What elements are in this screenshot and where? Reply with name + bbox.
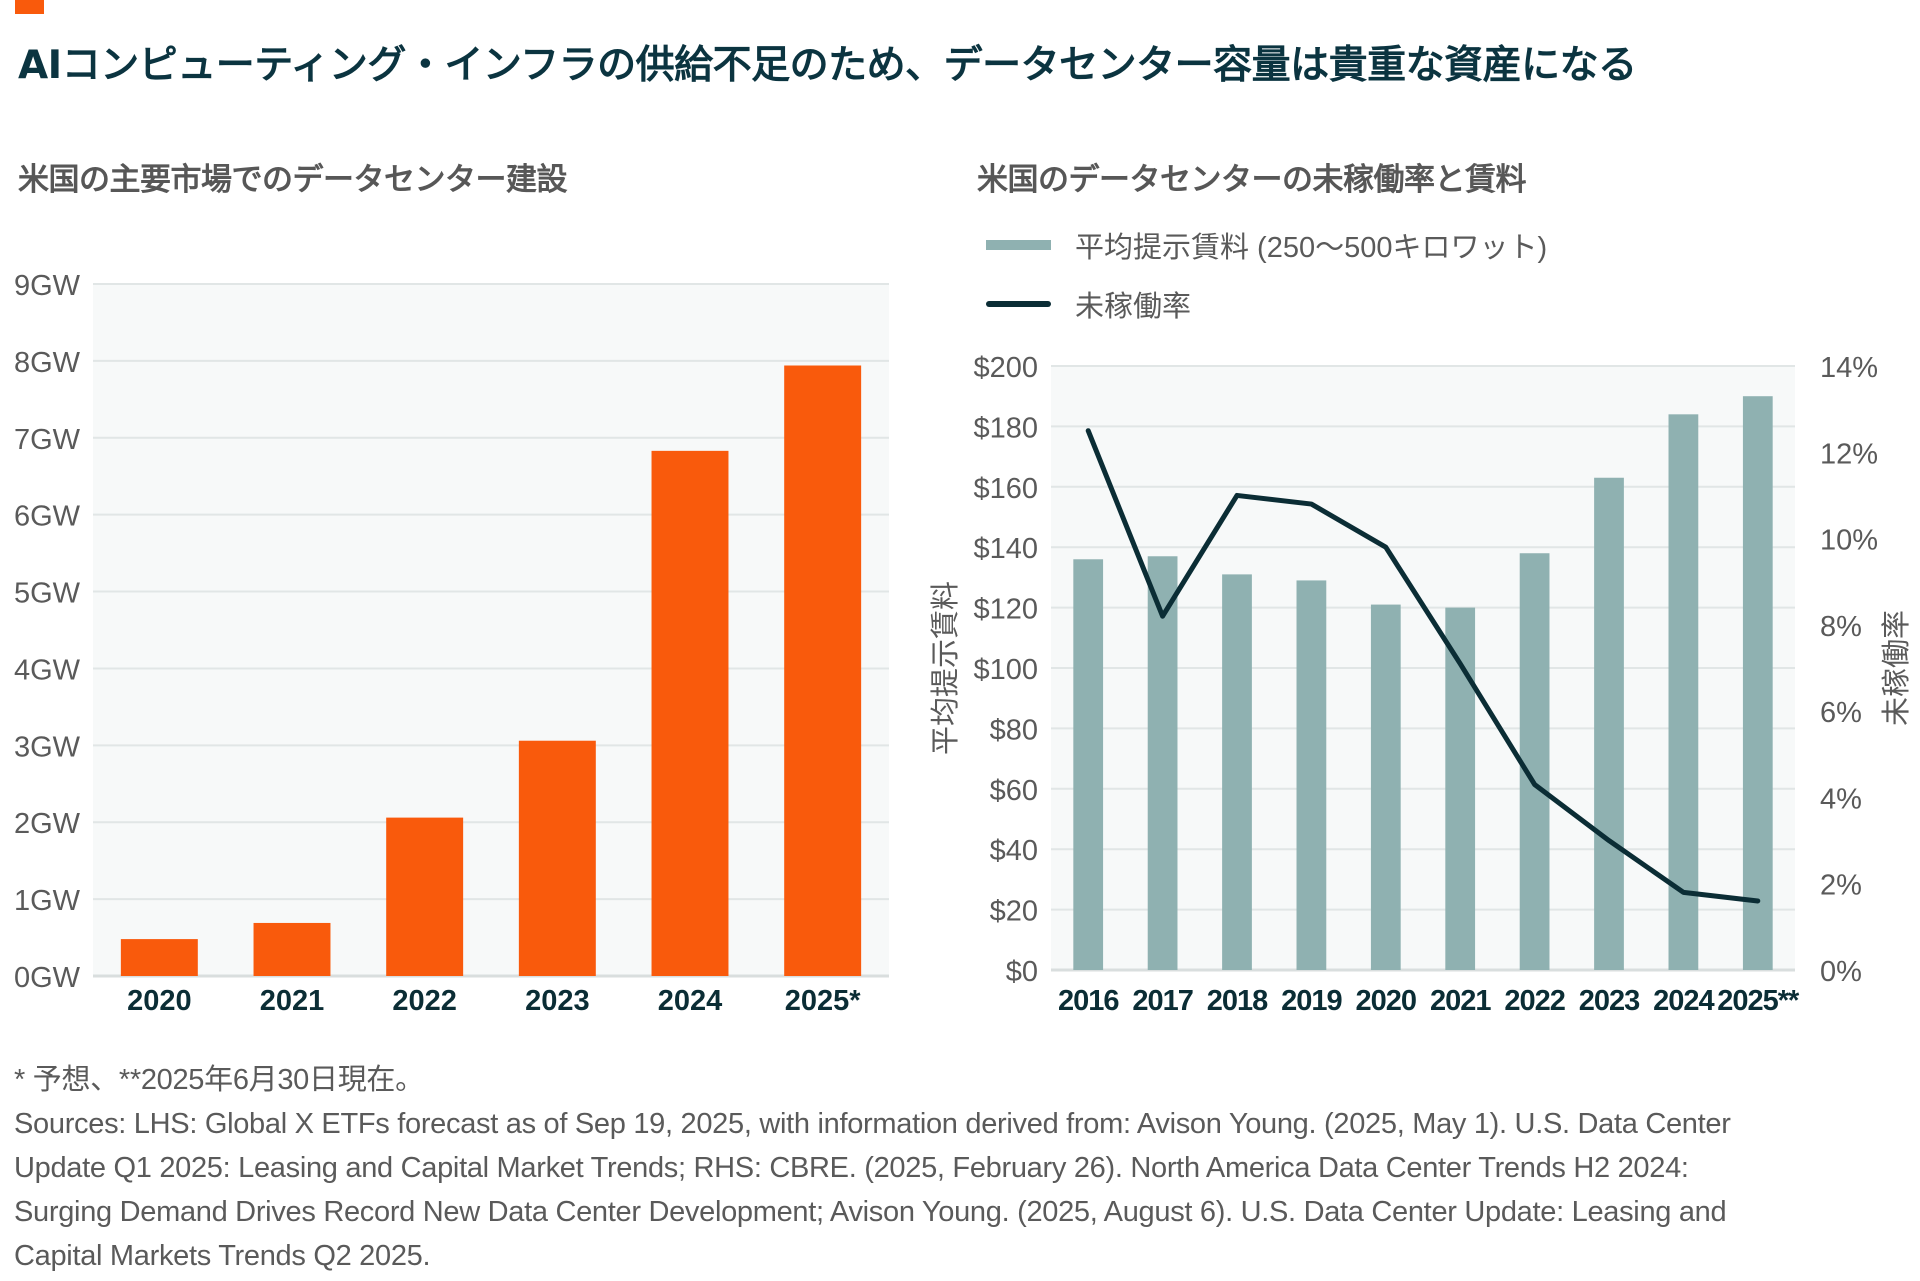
y-left-tick-label: $100: [973, 654, 1038, 686]
bar: [386, 817, 464, 976]
y-left-tick-label: $60: [990, 775, 1038, 807]
y-tick-label: 1GW: [14, 885, 81, 917]
y-left-tick-label: $40: [990, 835, 1038, 867]
y-left-tick-label: $0: [1006, 956, 1038, 988]
bar: [518, 740, 596, 976]
bar: [1222, 574, 1252, 970]
y-tick-label: 2GW: [14, 808, 81, 840]
x-tick-label: 2024: [658, 985, 723, 1017]
y-tick-label: 0GW: [14, 962, 81, 994]
plot-background: [93, 284, 889, 976]
vacancy-line: [1085, 428, 1761, 904]
y-left-tick-label: $180: [973, 412, 1038, 444]
x-tick-label: 2018: [1207, 985, 1268, 1017]
y-right-tick-label: 4%: [1820, 783, 1862, 815]
y-right-tick-label: 8%: [1820, 611, 1862, 643]
bar: [651, 450, 729, 976]
y-right-tick-label: 10%: [1820, 525, 1878, 557]
x-tick-label: 2020: [1356, 985, 1417, 1017]
y-left-tick-label: $140: [973, 533, 1038, 565]
accent-square: [15, 0, 44, 14]
bar: [253, 922, 331, 976]
y-left-axis-title: 平均提示賃料: [929, 581, 962, 755]
legend-label-rent: 平均提示賃料 (250～500キロワット): [1075, 232, 1548, 264]
x-tick-label: 2021: [1430, 985, 1491, 1017]
x-tick-label: 2025**: [1717, 985, 1800, 1017]
x-tick-label: 2020: [127, 985, 192, 1017]
bar: [1519, 553, 1550, 970]
footnote-source-line: Capital Markets Trends Q2 2025.: [14, 1240, 431, 1272]
legend-swatch-rent: [986, 240, 1051, 250]
y-right-tick-label: 14%: [1820, 352, 1878, 384]
footnote-note: * 予想、**2025年6月30日現在。: [14, 1064, 424, 1096]
y-tick-label: 7GW: [14, 424, 81, 456]
y-left-tick-label: $160: [973, 473, 1038, 505]
footnote-source-line: Update Q1 2025: Leasing and Capital Mark…: [14, 1152, 1689, 1184]
y-tick-label: 6GW: [14, 501, 81, 533]
x-tick-label: 2016: [1058, 985, 1119, 1017]
bar: [1594, 477, 1624, 970]
x-tick-label: 2019: [1281, 985, 1342, 1017]
bar: [1742, 396, 1773, 970]
bar: [1073, 559, 1104, 970]
y-tick-label: 4GW: [14, 654, 81, 686]
legend-item-vacancy: 未稼働率: [986, 283, 1191, 325]
y-right-tick-label: 12%: [1820, 438, 1878, 470]
footnote-source-line: Sources: LHS: Global X ETFs forecast as …: [14, 1108, 1731, 1140]
footnotes: * 予想、**2025年6月30日現在。 Sources: LHS: Globa…: [14, 1058, 1904, 1278]
page-title: AIコンピューティング・インフラの供給不足のため、データセンター容量は貴重な資産…: [18, 43, 1637, 88]
x-tick-label: 2025*: [785, 985, 862, 1017]
legend-label-vacancy: 未稼働率: [1075, 291, 1192, 323]
left-chart: 0GW 1GW 2GW 3GW 4GW 5GW 6GW 7GW 8GW 9GW 2020 2021 20…: [14, 270, 889, 1017]
y-left-tick-label: $80: [990, 714, 1038, 746]
y-right-tick-label: 2%: [1820, 870, 1862, 902]
y-left-tick-label: $20: [990, 896, 1038, 928]
y-right-tick-label: 0%: [1820, 956, 1862, 988]
bar: [1296, 580, 1327, 970]
y-tick-label: 9GW: [14, 270, 81, 302]
y-tick-label: 8GW: [14, 347, 81, 379]
bar: [120, 939, 198, 976]
y-right-tick-label: 6%: [1820, 697, 1862, 729]
x-tick-label: 2017: [1132, 985, 1193, 1017]
x-tick-label: 2022: [392, 985, 457, 1017]
y-left-tick-label: $120: [973, 594, 1038, 626]
bar: [1147, 556, 1178, 970]
x-tick-label: 2023: [1579, 985, 1640, 1017]
right-chart-title: 米国のデータセンターの未稼働率と賃料: [977, 162, 1527, 198]
legend-swatch-vacancy: [986, 301, 1051, 307]
y-tick-label: 3GW: [14, 731, 81, 763]
bar: [1370, 604, 1401, 970]
bar: [784, 365, 862, 977]
x-tick-label: 2024: [1653, 985, 1714, 1017]
x-tick-label: 2022: [1504, 985, 1565, 1017]
right-chart: $0 $20 $40 $60 $80 $100 $120 $140 $160 $180 $200 0%…: [929, 352, 1913, 1017]
left-chart-title: 米国の主要市場でのデータセンター建設: [18, 162, 568, 198]
x-tick-label: 2023: [525, 985, 590, 1017]
footnote-source-line: Surging Demand Drives Record New Data Ce…: [14, 1196, 1727, 1228]
x-tick-label: 2021: [260, 985, 325, 1017]
y-left-tick-label: $200: [973, 352, 1038, 384]
y-tick-label: 5GW: [14, 578, 81, 610]
y-right-axis-title: 未稼働率: [1880, 610, 1913, 726]
legend-item-rent: 平均提示賃料 (250～500キロワット): [986, 224, 1547, 266]
bar: [1668, 414, 1699, 970]
